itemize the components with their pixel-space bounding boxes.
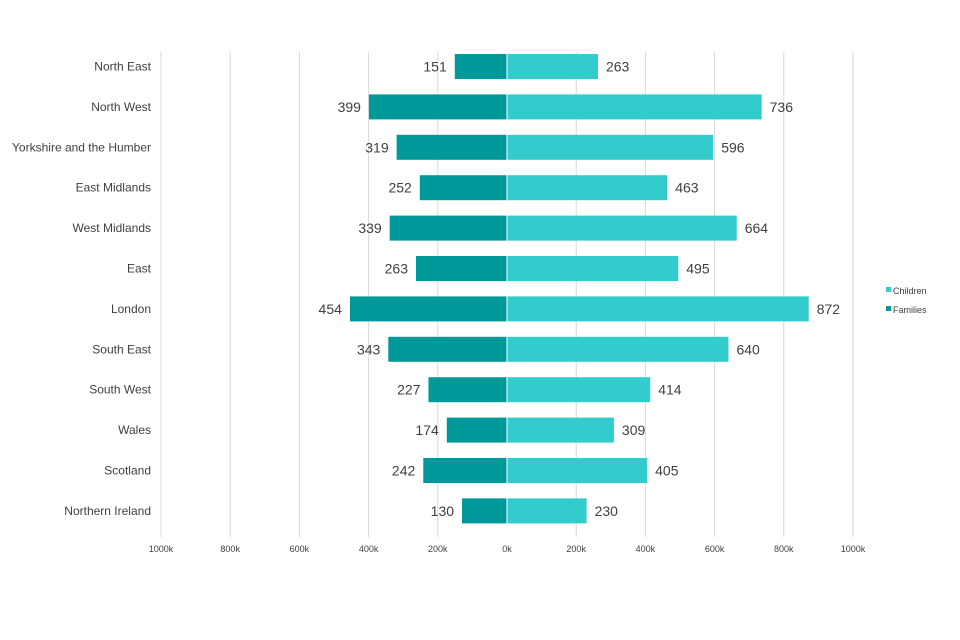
bar-children — [507, 377, 651, 403]
x-tick-label: 800k — [774, 544, 794, 554]
x-tick-label: 200k — [428, 544, 448, 554]
data-label-families: 399 — [338, 99, 362, 115]
category-label: East — [127, 262, 152, 276]
bar-families — [446, 417, 507, 443]
legend: Children Families — [886, 286, 927, 315]
category-label: South West — [89, 383, 151, 397]
bar-children — [507, 296, 809, 322]
bar-families — [389, 215, 507, 241]
category-label: Scotland — [104, 464, 151, 478]
data-label-children: 263 — [606, 59, 630, 75]
category-label: East Midlands — [76, 181, 151, 195]
data-label-children: 872 — [817, 301, 841, 317]
data-label-families: 242 — [392, 463, 416, 479]
data-label-children: 596 — [721, 139, 745, 155]
legend-swatch-children — [886, 287, 891, 292]
data-label-children: 405 — [655, 463, 679, 479]
bar-children — [507, 498, 587, 524]
x-tick-label: 600k — [705, 544, 725, 554]
x-tick-label: 1000k — [841, 544, 866, 554]
data-label-families: 339 — [358, 220, 382, 236]
bar-families — [423, 458, 507, 483]
data-label-children: 309 — [622, 422, 646, 438]
x-tick-label: 600k — [290, 544, 310, 554]
x-tick-label: 200k — [566, 544, 586, 554]
category-label: West Midlands — [73, 221, 151, 235]
bar-children — [507, 54, 598, 79]
category-label: North East — [94, 60, 151, 74]
data-labels: 151 263 399 736 319 596 252 463 339 664 263 495 454 8… — [319, 59, 841, 519]
data-label-families: 263 — [385, 261, 409, 277]
legend-swatch-families — [886, 306, 891, 311]
category-label: North West — [91, 100, 151, 114]
bar-families — [428, 377, 507, 403]
data-label-families: 319 — [365, 139, 389, 155]
bar-families — [462, 498, 507, 524]
bar-families — [416, 256, 507, 281]
bar-children — [507, 94, 762, 120]
x-tick-label: 1000k — [149, 544, 174, 554]
bar-children — [507, 417, 614, 443]
category-labels: North East North West Yorkshire and the Hu… — [12, 60, 152, 518]
data-label-families: 252 — [388, 180, 412, 196]
category-label: South East — [92, 342, 151, 356]
bar-families — [349, 296, 507, 322]
x-tick-label: 0k — [502, 544, 512, 554]
bar-families — [396, 134, 507, 160]
category-label: London — [111, 302, 151, 316]
bars — [349, 52, 809, 537]
data-label-children: 664 — [745, 220, 769, 236]
bar-families — [454, 54, 507, 79]
data-label-families: 454 — [319, 301, 343, 317]
data-label-children: 463 — [675, 180, 699, 196]
x-tick-label: 400k — [359, 544, 379, 554]
bar-families — [419, 175, 507, 201]
bar-children — [507, 458, 648, 483]
category-label: Yorkshire and the Humber — [12, 140, 151, 154]
bar-families — [388, 336, 507, 362]
data-label-children: 414 — [658, 382, 682, 398]
x-tick-label: 800k — [220, 544, 240, 554]
legend-label-children: Children — [893, 286, 927, 296]
bar-children — [507, 256, 679, 281]
bar-children — [507, 215, 737, 241]
data-label-children: 640 — [736, 341, 760, 357]
bar-families — [368, 94, 507, 120]
data-label-families: 151 — [423, 59, 447, 75]
data-label-families: 343 — [357, 341, 381, 357]
bar-children — [507, 175, 668, 201]
category-label: Wales — [118, 423, 151, 437]
bar-children — [507, 336, 729, 362]
data-label-families: 174 — [415, 422, 439, 438]
data-label-children: 230 — [595, 503, 619, 519]
data-label-families: 227 — [397, 382, 421, 398]
data-label-children: 495 — [686, 261, 710, 277]
x-axis-ticks: 1000k 800k 600k 400k 200k 0k 200k 400k 600k 800k 1… — [149, 544, 866, 554]
bar-children — [507, 134, 714, 160]
legend-label-families: Families — [893, 305, 927, 315]
category-label: Northern Ireland — [64, 504, 151, 518]
data-label-children: 736 — [770, 99, 794, 115]
x-tick-label: 400k — [636, 544, 656, 554]
data-label-families: 130 — [431, 503, 455, 519]
